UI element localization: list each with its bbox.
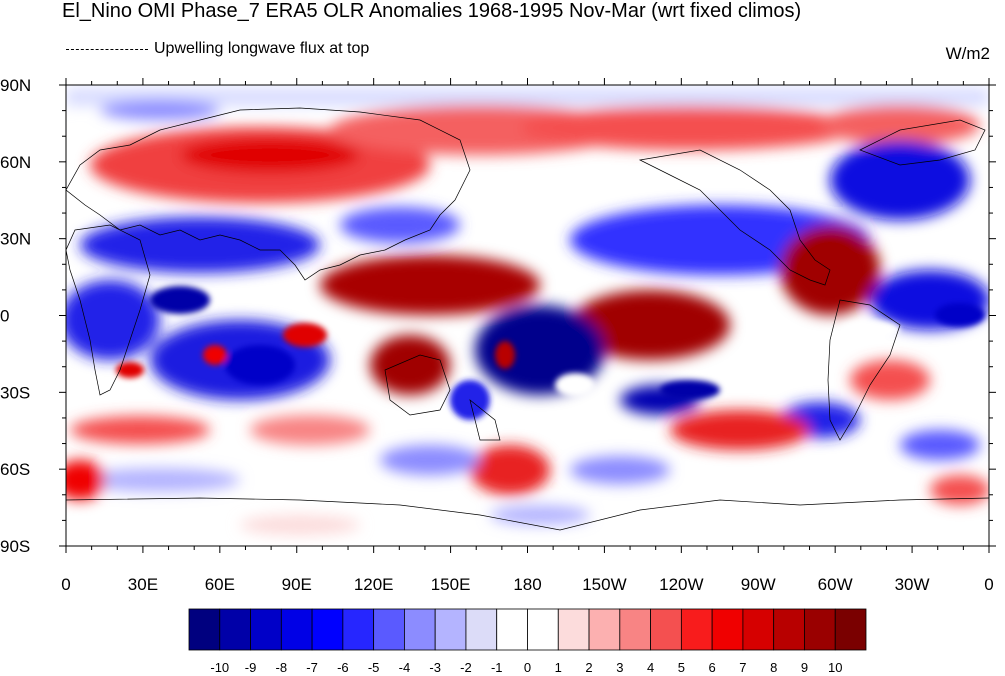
lon-tick-label: 120W [659,575,703,594]
colorbar-swatch [588,608,621,651]
colorbar-swatch [804,608,836,651]
colorbar-label: -3 [429,660,441,675]
colorbar-swatch [619,608,651,651]
units-label: W/m2 [945,44,990,63]
colorbar-label: 0 [524,660,531,675]
colorbar-label: 4 [647,660,654,675]
lon-tick-label: 150E [431,575,471,594]
longitude-labels: 0 30E 60E 90E 120E 150E 180 150W 120W 90W 60W 30W 0 [61,575,993,594]
map-title: El_Nino OMI Phase_7 ERA5 OLR Anomalies 1… [62,0,802,22]
colorbar-swatch [250,608,282,651]
colorbar-label: -5 [368,660,380,675]
colorbar-label: -9 [245,660,257,675]
colorbar-swatch [557,608,590,651]
lon-tick-label: 0 [984,575,993,594]
detail-anomaly-layer [116,286,985,420]
colorbar-label: -6 [337,660,349,675]
colorbar-label: 3 [616,660,623,675]
colorbar-label: 5 [678,660,685,675]
lat-tick-label: 90S [0,537,30,556]
colorbar-label: -1 [491,660,503,675]
latitude-labels: 90N 60N 30N 0 30S 60S 90S [0,76,31,556]
colorbar-label: -8 [276,660,288,675]
axis-ticks [59,78,996,553]
colorbar-swatch [742,608,775,651]
colorbar-swatch [711,608,744,651]
lat-tick-label: 30N [0,230,31,249]
lon-tick-label: 0 [61,575,70,594]
lon-tick-label: 180 [513,575,541,594]
colorbar-swatch [188,608,221,651]
lat-tick-label: 90N [0,76,31,95]
colorbar-label: -7 [306,660,318,675]
lon-tick-label: 60E [205,575,235,594]
colorbar-swatch [527,608,559,651]
coastlines [66,107,989,531]
colorbar-label: -4 [399,660,411,675]
colorbar-label: 1 [555,660,562,675]
colorbar-swatch [680,608,713,651]
dashed-line-legend [66,48,148,50]
lon-tick-label: 30E [128,575,158,594]
colorbar-label: 9 [801,660,808,675]
colorbar-swatch [280,608,313,651]
colorbar-label: -10 [210,660,229,675]
colorbar: -10 -9 -8 -7 -6 -5 -4 -3 -2 -1 0 1 2 3 4 5 6 7 8 9 10 [188,608,867,675]
lat-tick-label: 60S [0,460,30,479]
colorbar-swatch [342,608,375,651]
colorbar-swatch [465,608,498,651]
colorbar-swatch [219,608,251,651]
colorbar-label: 8 [770,660,777,675]
smooth-anomaly-layer [66,88,989,535]
colorbar-label: 7 [739,660,746,675]
colorbar-swatch [373,608,405,651]
map-subtitle: Upwelling longwave flux at top [66,40,369,58]
colorbar-swatch [311,608,344,651]
colorbar-swatch [404,608,436,651]
lon-tick-label: 90W [741,575,776,594]
colorbar-swatch [773,608,805,651]
colorbar-swatch [496,608,528,651]
colorbar-label: 6 [709,660,716,675]
lon-tick-label: 120E [354,575,394,594]
lon-tick-label: 150W [582,575,626,594]
lat-tick-label: 0 [0,307,9,326]
colorbar-swatch [434,608,467,651]
anomaly-field [66,88,989,535]
colorbar-label: 2 [585,660,592,675]
lon-tick-label: 30W [895,575,930,594]
colorbar-label: 10 [828,660,842,675]
colorbar-label: -2 [460,660,472,675]
lon-tick-label: 90E [282,575,312,594]
subtitle-text: Upwelling longwave flux at top [154,40,370,57]
colorbar-swatch [650,608,682,651]
lon-tick-label: 60W [818,575,853,594]
colorbar-swatch [834,608,867,651]
lat-tick-label: 30S [0,383,30,402]
lat-tick-label: 60N [0,153,31,172]
